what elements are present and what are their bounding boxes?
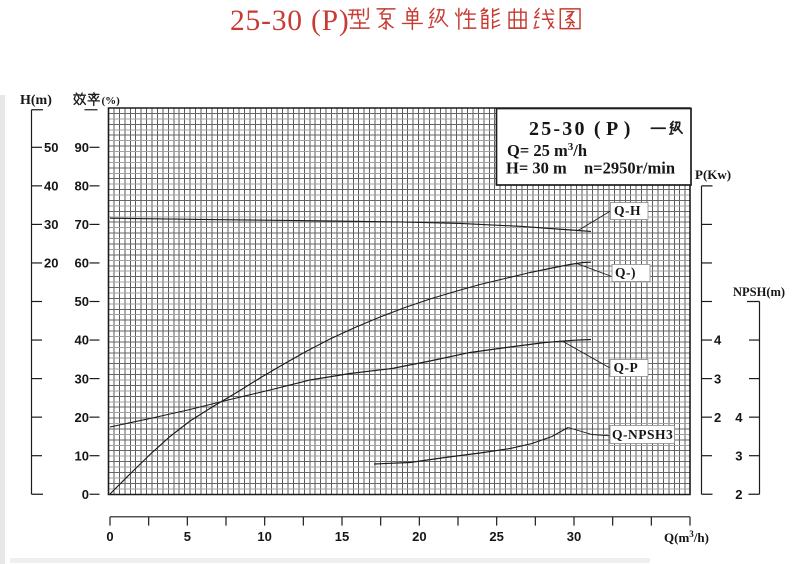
- svg-text:30: 30: [567, 529, 581, 544]
- svg-text:5: 5: [184, 529, 191, 544]
- svg-text:60: 60: [75, 256, 89, 271]
- svg-text:90: 90: [75, 140, 89, 155]
- svg-text:3: 3: [735, 448, 742, 463]
- svg-text:Q= 25 m3/h: Q= 25 m3/h: [507, 141, 587, 160]
- svg-text:80: 80: [75, 179, 89, 194]
- svg-text:70: 70: [75, 217, 89, 232]
- svg-text:30: 30: [75, 371, 89, 386]
- svg-text:25: 25: [489, 529, 503, 544]
- svg-text:10: 10: [257, 529, 271, 544]
- svg-text:4: 4: [714, 333, 722, 348]
- svg-text:H(m): H(m): [20, 93, 52, 108]
- svg-text:50: 50: [75, 294, 89, 309]
- svg-text:Q-P: Q-P: [614, 360, 639, 375]
- svg-text:Q(m3/h): Q(m3/h): [664, 529, 709, 545]
- svg-text:40: 40: [75, 333, 89, 348]
- svg-text:0: 0: [82, 487, 89, 502]
- svg-text:20: 20: [44, 256, 58, 271]
- svg-text:30: 30: [44, 217, 58, 232]
- svg-text:H= 30 m: H= 30 m: [506, 159, 567, 178]
- svg-text:2: 2: [735, 487, 742, 502]
- svg-text:15: 15: [335, 529, 349, 544]
- svg-text:(%): (%): [102, 95, 121, 107]
- svg-text:4: 4: [735, 410, 743, 425]
- svg-text:Q-): Q-): [615, 265, 636, 280]
- svg-text:0: 0: [106, 529, 113, 544]
- svg-text:25-30 (P): 25-30 (P): [230, 5, 349, 37]
- svg-text:Q-NPSH3: Q-NPSH3: [612, 427, 673, 442]
- svg-text:20: 20: [412, 529, 426, 544]
- svg-text:P(Kw): P(Kw): [695, 167, 731, 182]
- svg-text:10: 10: [75, 448, 89, 463]
- svg-text:50: 50: [44, 140, 58, 155]
- svg-text:3: 3: [714, 371, 721, 386]
- svg-text:20: 20: [75, 410, 89, 425]
- svg-text:NPSH(m): NPSH(m): [733, 285, 785, 299]
- svg-text:n=2950r/min: n=2950r/min: [584, 159, 675, 178]
- svg-text:25-30 (P): 25-30 (P): [529, 118, 636, 140]
- svg-text:Q-H: Q-H: [614, 203, 641, 218]
- svg-text:2: 2: [714, 410, 721, 425]
- svg-text:40: 40: [44, 179, 58, 194]
